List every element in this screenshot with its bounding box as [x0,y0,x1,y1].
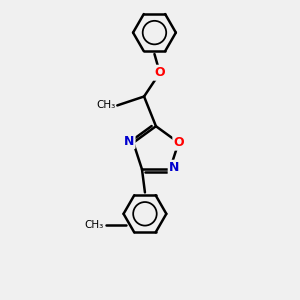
Text: N: N [124,135,134,148]
Text: O: O [154,66,164,79]
Text: O: O [174,136,184,149]
Text: CH₃: CH₃ [85,220,104,230]
Text: CH₃: CH₃ [97,100,116,110]
Text: N: N [169,161,180,174]
